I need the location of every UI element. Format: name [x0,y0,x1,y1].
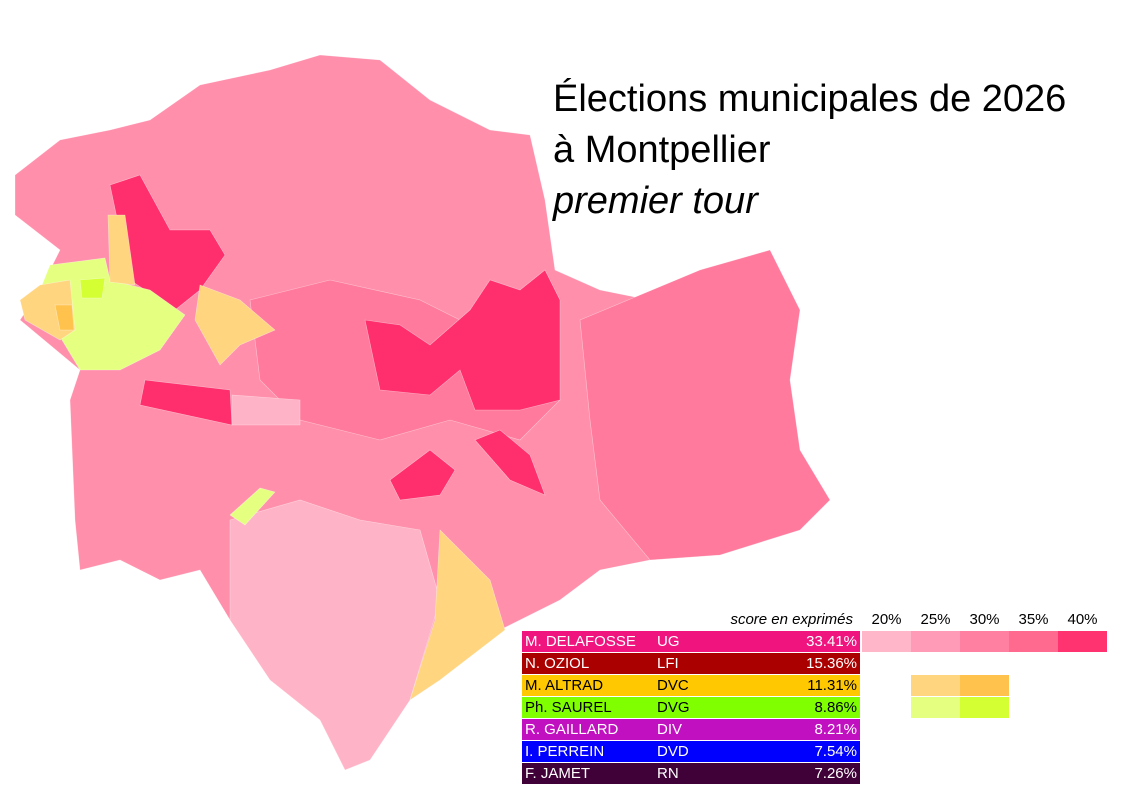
candidate-row [522,719,860,740]
candidate-name: N. OZIOL [525,655,589,672]
scale-label: 25% [920,611,950,628]
candidate-party: LFI [657,655,679,672]
candidate-party: RN [657,765,679,782]
district [107,214,136,286]
candidate-name: I. PERREIN [525,743,604,760]
scale-swatch [960,697,1009,718]
scale-swatch [1009,631,1058,652]
district [194,284,276,366]
district [79,277,106,299]
subtitle: premier tour [552,180,759,222]
candidate-name: F. JAMET [525,765,590,782]
district [389,449,456,501]
scale-swatch [960,675,1009,696]
district [579,249,831,561]
legend-header: score en exprimés [730,611,853,628]
district [54,304,75,331]
candidate-name: Ph. SAUREL [525,699,612,716]
candidate-name: M. DELAFOSSE [525,633,636,650]
candidate-row [522,763,860,784]
candidate-name: M. ALTRAD [525,677,603,694]
candidate-name: R. GAILLARD [525,721,619,738]
candidate-score: 33.41% [806,633,857,650]
scale-label: 35% [1018,611,1048,628]
district [231,394,301,426]
scale-label: 40% [1067,611,1097,628]
candidate-score: 8.21% [814,721,857,738]
district [474,429,546,496]
candidate-party: DVC [657,677,689,694]
candidate-score: 15.36% [806,655,857,672]
candidate-row [522,675,860,696]
scale-label: 30% [969,611,999,628]
district [409,529,506,701]
scale-swatch [1058,631,1107,652]
scale-swatch [911,675,960,696]
district [229,487,276,526]
candidate-party: DIV [657,721,682,738]
district [364,269,561,411]
candidate-score: 8.86% [814,699,857,716]
candidate-score: 11.31% [807,677,857,694]
title-line: Élections municipales de 2026 [553,77,1066,120]
scale-swatch [911,697,960,718]
title-line: à Montpellier [553,129,771,171]
scale-swatch [960,631,1009,652]
candidate-row [522,631,860,652]
candidate-party: DVG [657,699,690,716]
scale-label: 20% [871,611,901,628]
map [14,54,831,771]
legend: 20% 25% 30% 35% 40% M. DELAFOSSE UG 33.41% N. OZ… [522,611,1107,784]
scale-swatch [862,631,911,652]
candidate-party: UG [657,633,680,650]
candidate-score: 7.26% [814,765,857,782]
candidate-row [522,697,860,718]
candidate-row [522,741,860,762]
scale-swatch [911,631,960,652]
candidate-party: DVD [657,743,689,760]
district [229,499,441,771]
candidate-score: 7.54% [814,743,857,760]
candidate-row [522,653,860,674]
